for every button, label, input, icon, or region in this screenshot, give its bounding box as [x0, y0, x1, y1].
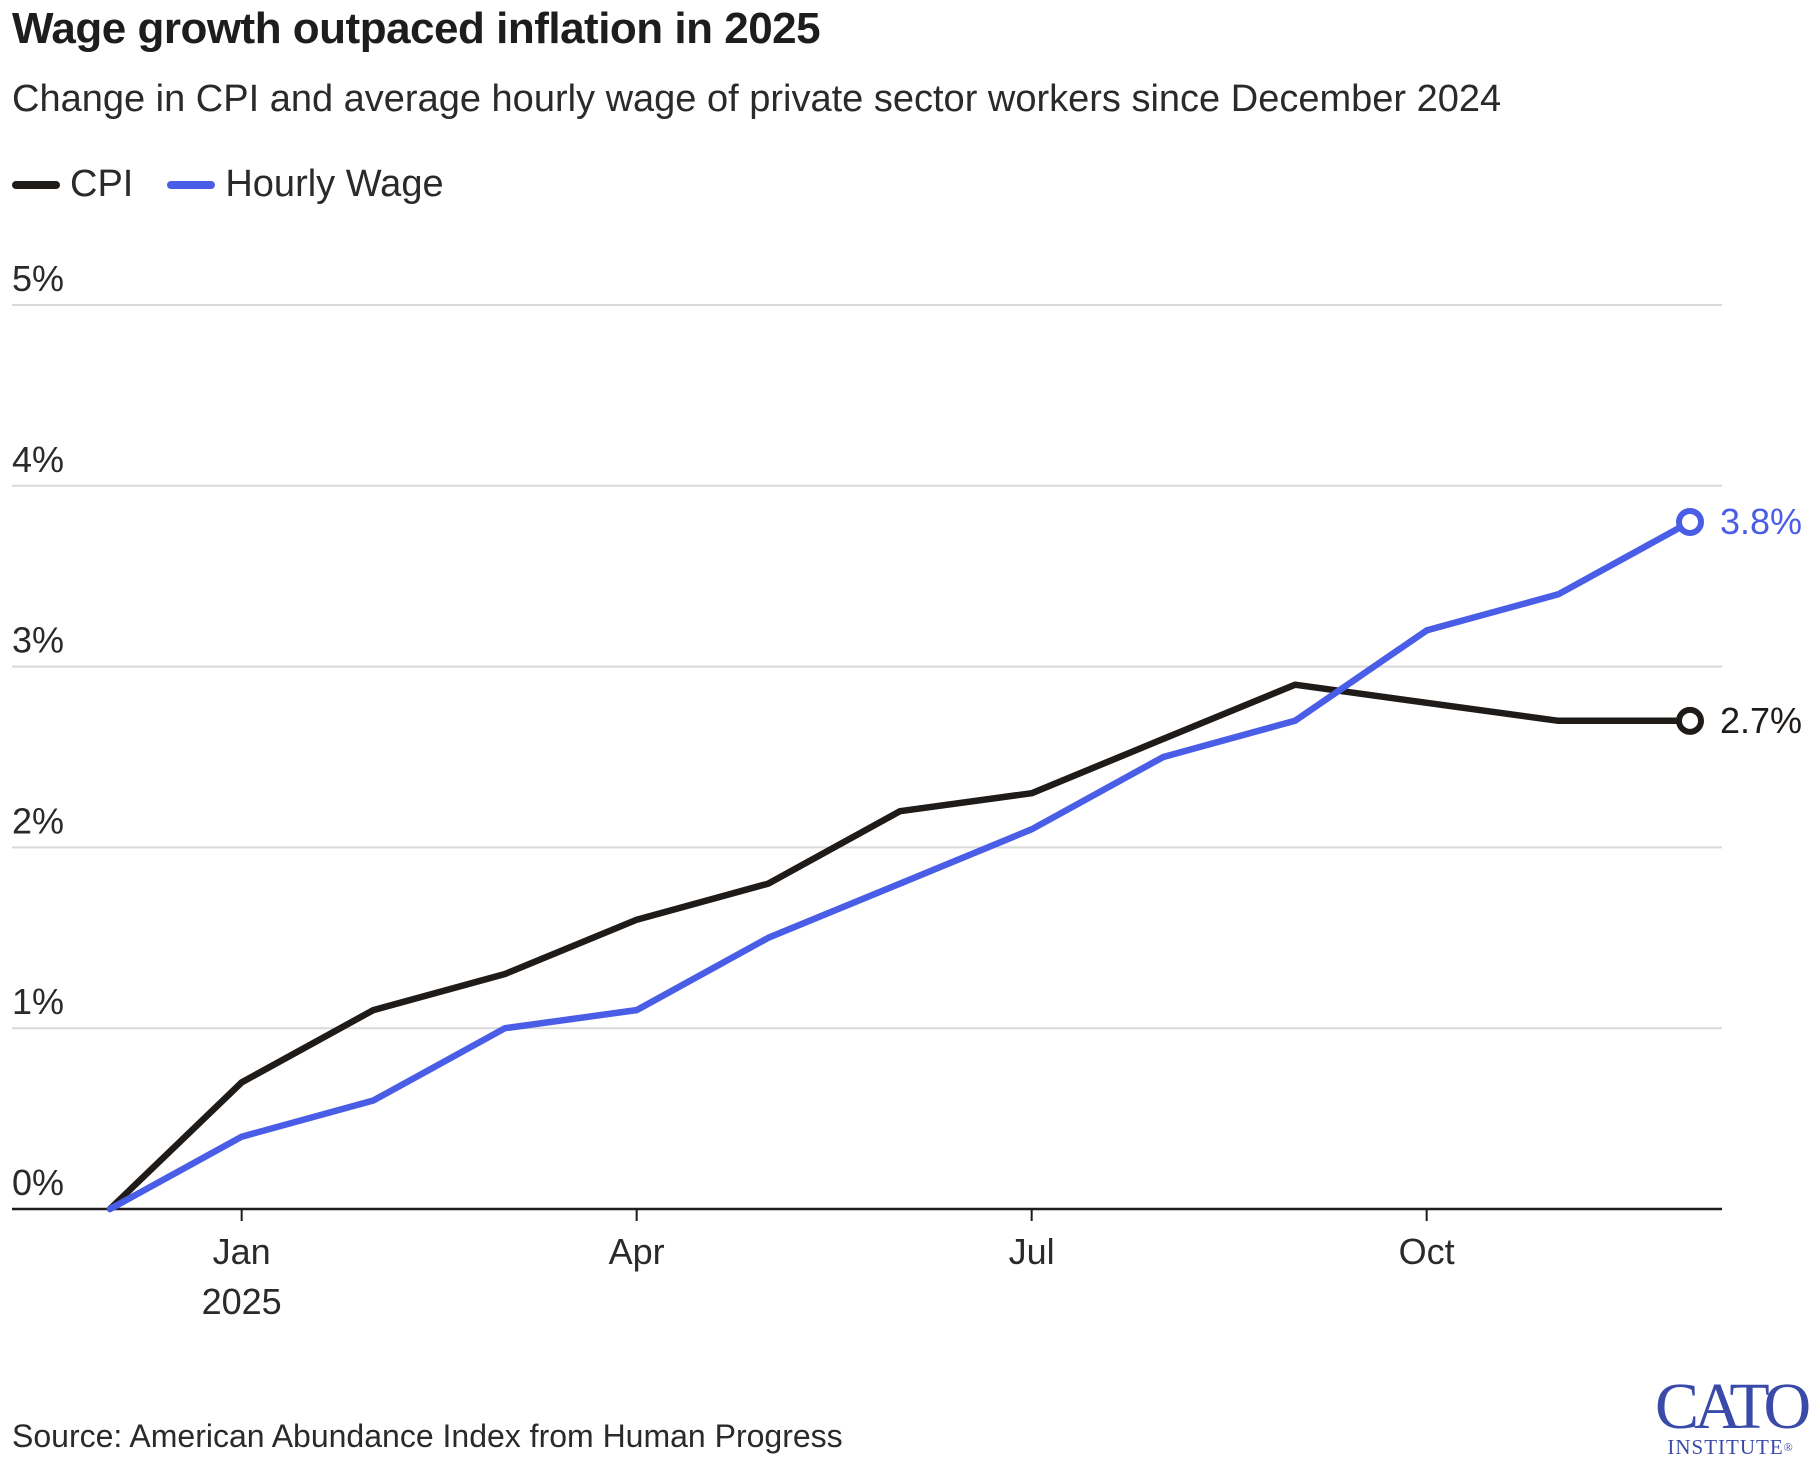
legend-item-cpi: CPI	[12, 163, 133, 206]
chart-subtitle: Change in CPI and average hourly wage of…	[12, 78, 1502, 120]
x-tick-label-oct: Oct	[1399, 1231, 1455, 1272]
legend-swatch-cpi	[12, 180, 60, 189]
y-tick-label-4: 4%	[12, 439, 64, 480]
legend: CPI Hourly Wage	[12, 163, 478, 206]
end-label-hourly-wage: 3.8%	[1720, 501, 1802, 542]
y-tick-label-5: 5%	[12, 258, 64, 299]
logo-wordmark: CATO	[1655, 1370, 1811, 1443]
series-line-hourly-wage	[106, 518, 1694, 1213]
x-tick-label-apr: Apr	[609, 1231, 665, 1272]
logo-registered-mark: ®	[1783, 1440, 1794, 1454]
end-label-cpi: 2.7%	[1720, 700, 1802, 741]
chart-title: Wage growth outpaced inflation in 2025	[12, 4, 821, 53]
legend-label-hourly-wage: Hourly Wage	[225, 163, 444, 205]
legend-swatch-hourly-wage	[167, 180, 216, 189]
series-line-cpi	[106, 681, 1694, 1213]
x-tick-sublabel-2025: 2025	[202, 1281, 282, 1322]
cato-logo: CATO INSTITUTE®	[1655, 1370, 1811, 1459]
end-marker-hourly-wage	[1676, 507, 1704, 536]
y-tick-label-2: 2%	[12, 800, 64, 841]
legend-item-hourly-wage: Hourly Wage	[167, 163, 444, 206]
y-tick-label-0: 0%	[12, 1162, 64, 1203]
x-tick-label-jan: Jan	[213, 1231, 271, 1272]
logo-subtext-word: INSTITUTE	[1667, 1435, 1784, 1459]
line-chart: 0% 1% 2% 3% 4% 5% Jan 2025 Apr Jul Oct 3.8% 2.7%	[12, 258, 1802, 1322]
logo-subtext: INSTITUTE®	[1655, 1436, 1806, 1458]
x-tick-label-jul: Jul	[1009, 1231, 1055, 1272]
y-tick-label-1: 1%	[12, 981, 64, 1022]
y-tick-label-3: 3%	[12, 620, 64, 661]
end-marker-cpi	[1676, 706, 1704, 735]
legend-label-cpi: CPI	[70, 163, 134, 205]
source-note: Source: American Abundance Index from Hu…	[12, 1418, 843, 1454]
